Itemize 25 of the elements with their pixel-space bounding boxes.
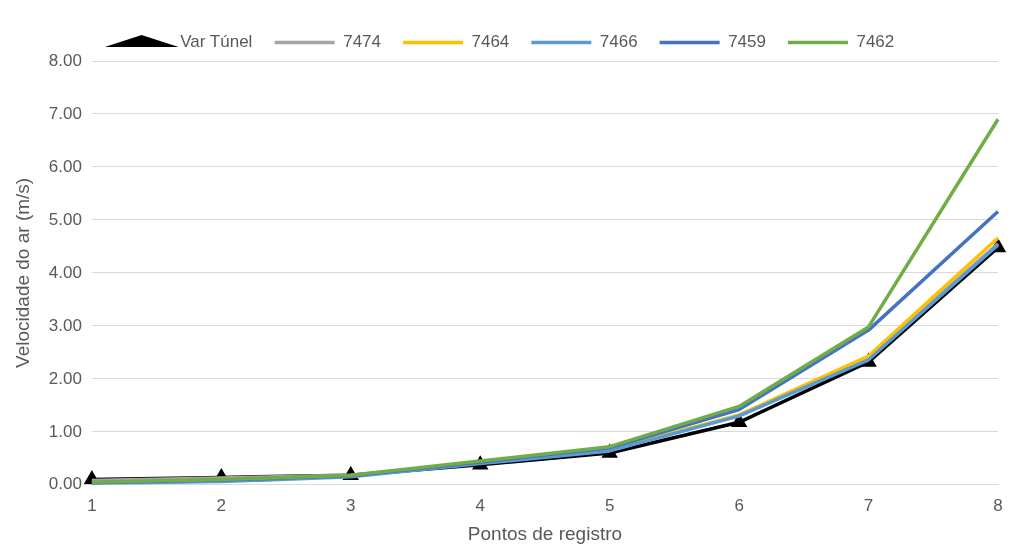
y-tick-label: 3.00	[48, 315, 82, 335]
y-tick-label: 4.00	[48, 262, 82, 282]
legend-label: 7462	[856, 32, 895, 52]
legend-label: 7464	[471, 32, 510, 52]
y-tick-label: 0.00	[48, 474, 82, 494]
x-axis-title: Pontos de registro	[467, 522, 623, 544]
x-tick-label: 6	[734, 495, 744, 515]
x-tick-label: 5	[604, 495, 615, 515]
x-tick-label: 7	[863, 495, 874, 515]
y-tick-label: 8.00	[48, 50, 82, 70]
legend-label: 7474	[343, 32, 381, 52]
x-tick-label: 1	[87, 495, 97, 515]
legend-label: Var Túnel	[180, 32, 253, 52]
y-axis-title: Velocidade do ar (m/s)	[11, 177, 33, 368]
y-tick-label: 1.00	[48, 421, 82, 441]
legend-label: 7459	[728, 32, 766, 52]
x-tick-label: 8	[993, 495, 1003, 515]
legend-label: 7466	[599, 32, 638, 52]
x-tick-label: 4	[475, 495, 485, 515]
x-tick-label: 2	[216, 495, 227, 515]
x-tick-label: 3	[346, 495, 356, 515]
y-tick-label: 6.00	[48, 156, 82, 176]
y-tick-label: 7.00	[48, 103, 82, 123]
y-tick-label: 2.00	[48, 368, 82, 388]
y-tick-label: 5.00	[48, 209, 82, 229]
